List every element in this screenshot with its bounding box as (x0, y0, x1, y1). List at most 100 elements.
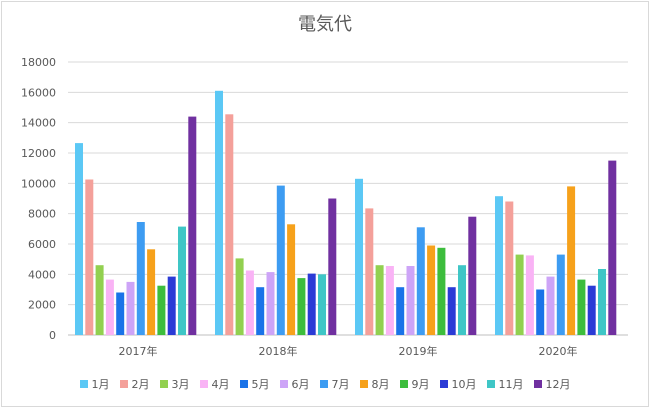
x-tick-label: 2018年 (259, 344, 298, 358)
legend-label: 4月 (211, 378, 230, 391)
x-tick-label: 2019年 (399, 344, 438, 358)
legend-swatch (399, 380, 408, 388)
legend-label: 10月 (451, 378, 477, 391)
legend-item: 9月 (399, 376, 430, 392)
bar (406, 266, 415, 335)
y-tick-label: 0 (49, 329, 56, 342)
bar (75, 143, 83, 335)
bar (546, 276, 555, 335)
legend-item: 10月 (439, 376, 477, 392)
bar (95, 265, 104, 335)
legend-label: 12月 (545, 378, 571, 391)
bar (505, 201, 514, 335)
bar (287, 224, 296, 335)
bar (355, 178, 363, 335)
bar (556, 254, 565, 335)
legend-swatch (439, 380, 448, 388)
y-tick-label: 10000 (21, 177, 56, 190)
legend: 1月 2月 3月 4月 5月 6月 7月 8月 9月 10月 11月 12月 (0, 376, 650, 392)
bar (577, 279, 586, 335)
bar (427, 245, 436, 335)
bar (266, 272, 275, 335)
bar (256, 287, 265, 335)
y-tick-label: 18000 (21, 56, 56, 69)
bar (116, 292, 125, 335)
bar (215, 90, 223, 335)
bar (126, 281, 135, 335)
y-tick-label: 2000 (28, 299, 56, 312)
bar (297, 278, 306, 335)
legend-swatch (159, 380, 168, 388)
legend-label: 9月 (411, 378, 430, 391)
y-tick-label: 8000 (28, 208, 56, 221)
bar (167, 276, 176, 335)
legend-item: 3月 (159, 376, 190, 392)
bar (178, 226, 186, 335)
legend-item: 6月 (279, 376, 310, 392)
legend-swatch (359, 380, 368, 388)
legend-swatch (119, 380, 128, 388)
bar (276, 185, 285, 335)
x-tick-label: 2017年 (119, 344, 158, 358)
legend-item: 12月 (533, 376, 571, 392)
legend-item: 8月 (359, 376, 390, 392)
chart-title: 電気代 (298, 14, 352, 35)
legend-swatch (279, 380, 288, 388)
bar (307, 273, 316, 335)
bar (328, 198, 337, 335)
bar (525, 255, 534, 335)
bar (147, 249, 156, 335)
legend-label: 2月 (131, 378, 150, 391)
legend-swatch (486, 380, 495, 388)
x-tick-label: 2020年 (539, 344, 578, 358)
bar (157, 285, 166, 335)
bar (495, 196, 503, 335)
legend-label: 8月 (371, 378, 390, 391)
y-tick-label: 6000 (28, 238, 56, 251)
legend-item: 11月 (486, 376, 524, 392)
legend-swatch (533, 380, 542, 388)
bar (375, 265, 384, 335)
bar (188, 116, 197, 335)
bar (105, 279, 114, 335)
bar (536, 289, 545, 335)
legend-item: 2月 (119, 376, 150, 392)
bar (437, 247, 446, 335)
bar (447, 287, 456, 335)
legend-label: 3月 (171, 378, 190, 391)
bar (396, 287, 405, 335)
bar (567, 186, 576, 335)
bar (245, 270, 254, 335)
bar (458, 265, 466, 335)
y-tick-label: 4000 (28, 268, 56, 281)
bar (515, 254, 524, 335)
legend-label: 1月 (91, 378, 110, 391)
bar (385, 266, 394, 335)
legend-item: 5月 (239, 376, 270, 392)
legend-swatch (79, 380, 88, 388)
bar (318, 274, 326, 335)
bar (85, 179, 94, 335)
bar (136, 222, 145, 335)
legend-label: 5月 (251, 378, 270, 391)
bar (235, 258, 244, 335)
legend-swatch (319, 380, 328, 388)
legend-swatch (239, 380, 248, 388)
bar (225, 114, 234, 335)
legend-item: 4月 (199, 376, 230, 392)
bar (365, 208, 374, 335)
y-tick-label: 16000 (21, 86, 56, 99)
bar (416, 227, 425, 335)
legend-label: 7月 (331, 378, 350, 391)
legend-label: 6月 (291, 378, 310, 391)
bar (587, 285, 596, 335)
bar (598, 269, 606, 335)
legend-item: 7月 (319, 376, 350, 392)
bar (468, 216, 477, 335)
y-tick-label: 14000 (21, 117, 56, 130)
bar (608, 160, 617, 335)
legend-swatch (199, 380, 208, 388)
y-tick-label: 12000 (21, 147, 56, 160)
